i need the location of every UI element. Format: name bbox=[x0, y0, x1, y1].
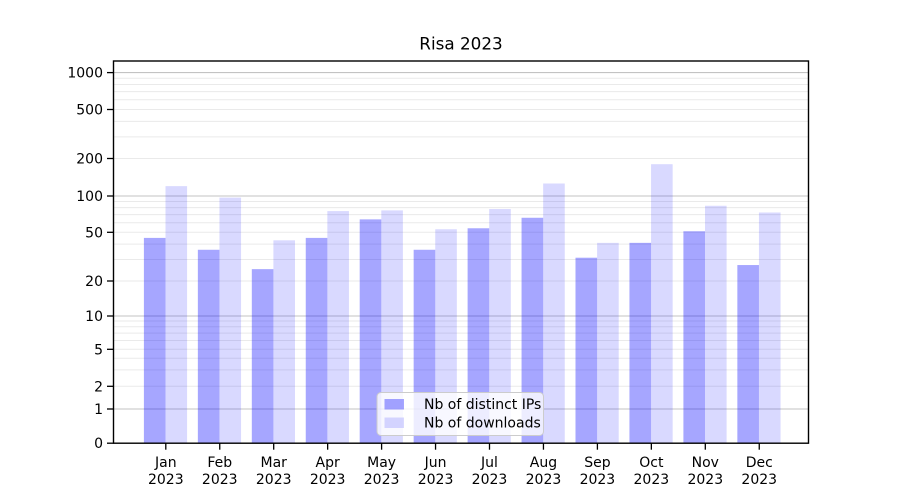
plot-border bbox=[112, 60, 810, 444]
bar-downloads bbox=[273, 240, 295, 444]
bar-downloads bbox=[219, 197, 242, 444]
legend-box bbox=[376, 392, 544, 436]
x-tick-label: Jun 2023 bbox=[418, 455, 454, 488]
bar-downloads bbox=[435, 229, 457, 444]
legend-label: Nb of downloads bbox=[424, 416, 541, 432]
bar-downloads bbox=[381, 210, 403, 444]
bar-downloads bbox=[165, 186, 188, 444]
legend-swatch-distinct-ips bbox=[384, 399, 404, 410]
y-tick-label: 10 bbox=[85, 309, 103, 325]
bar-downloads bbox=[705, 205, 727, 444]
bar-distinct-ips bbox=[251, 269, 274, 444]
x-tick-label: Oct 2023 bbox=[634, 455, 670, 488]
y-tick-label: 100 bbox=[76, 189, 103, 205]
x-tick-label: Mar 2023 bbox=[256, 455, 292, 488]
x-tick-label: Dec 2023 bbox=[741, 455, 777, 488]
chart-title: Risa 2023 bbox=[419, 34, 502, 54]
x-tick-label: Jul 2023 bbox=[472, 455, 508, 488]
bar-downloads bbox=[758, 212, 781, 444]
bar-downloads bbox=[327, 211, 349, 444]
x-tick-label: Nov 2023 bbox=[687, 455, 723, 488]
x-tick-label: May 2023 bbox=[364, 455, 400, 488]
bar-distinct-ips bbox=[575, 257, 598, 444]
bar-downloads bbox=[543, 183, 565, 444]
y-tick-label: 1000 bbox=[67, 66, 103, 82]
bar-distinct-ips bbox=[737, 265, 759, 444]
legend-swatch-downloads bbox=[384, 417, 404, 428]
bar-downloads bbox=[651, 164, 673, 444]
legend-label: Nb of distinct IPs bbox=[424, 397, 541, 413]
bar-downloads bbox=[489, 209, 511, 444]
bar-distinct-ips bbox=[359, 219, 382, 444]
bar-distinct-ips bbox=[467, 228, 490, 444]
x-tick-label: Aug 2023 bbox=[526, 455, 562, 488]
y-tick-label: 200 bbox=[76, 152, 103, 168]
y-tick-label: 20 bbox=[85, 274, 103, 290]
y-tick-label: 50 bbox=[85, 225, 103, 241]
bar-distinct-ips bbox=[197, 249, 220, 444]
y-tick-label: 2 bbox=[94, 379, 103, 395]
bar-distinct-ips bbox=[629, 242, 652, 444]
x-tick-label: Jan 2023 bbox=[148, 455, 184, 488]
x-tick-label: Sep 2023 bbox=[580, 455, 616, 488]
y-tick-label: 0 bbox=[94, 436, 103, 452]
bar-downloads bbox=[597, 242, 619, 444]
x-tick-label: Apr 2023 bbox=[310, 455, 346, 488]
bar-distinct-ips bbox=[683, 231, 705, 444]
y-tick-label: 1 bbox=[94, 402, 103, 418]
x-tick-label: Feb 2023 bbox=[202, 455, 238, 488]
y-tick-label: 5 bbox=[94, 342, 103, 358]
bar-distinct-ips bbox=[143, 237, 166, 444]
bar-distinct-ips bbox=[521, 217, 544, 444]
bar-distinct-ips bbox=[305, 237, 328, 444]
y-tick-label: 500 bbox=[76, 103, 103, 119]
